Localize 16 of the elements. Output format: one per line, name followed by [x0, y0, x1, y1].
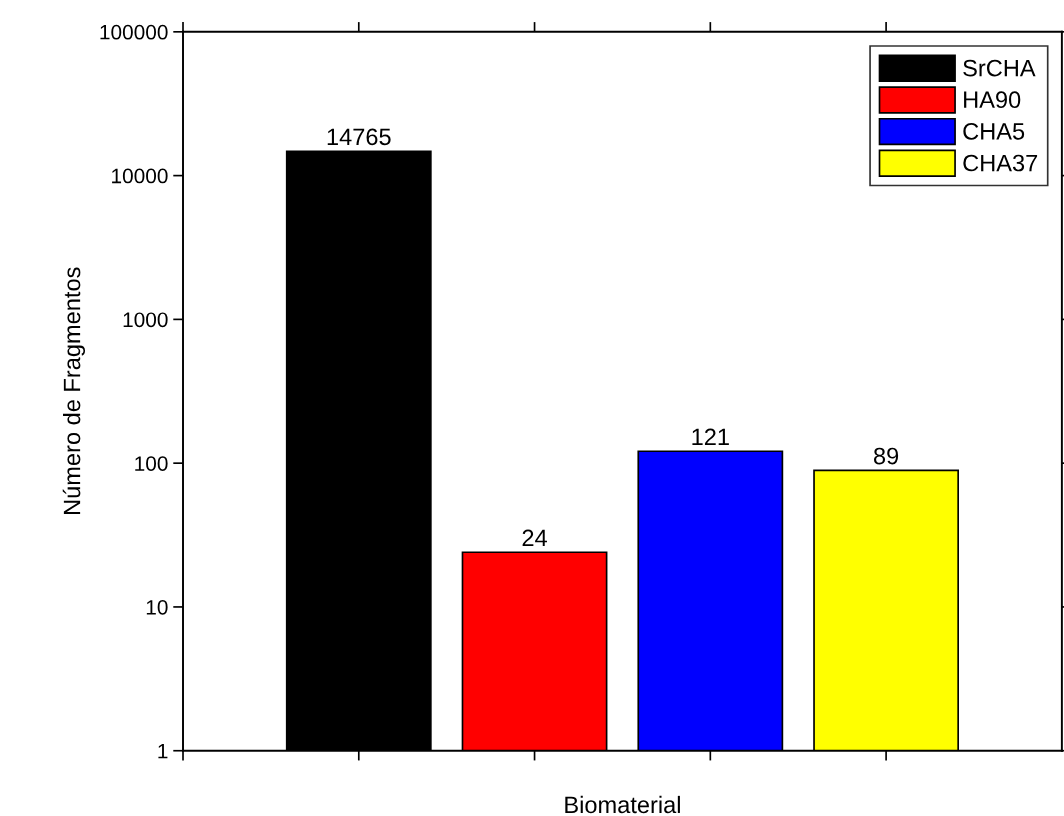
y-tick-label: 100: [135, 456, 168, 471]
legend-label: SrCHA: [963, 59, 1036, 77]
y-tick-label: 1: [158, 743, 168, 759]
data-label: 89: [873, 447, 899, 465]
y-tick-label: 1000: [123, 312, 168, 328]
legend-label: HA90: [964, 91, 1021, 109]
y-axis-title: Número de Fragmentos: [62, 267, 86, 514]
data-label: 24: [522, 529, 547, 546]
legend-label: CHA5: [963, 123, 1025, 140]
legend-label: CHA37: [963, 154, 1038, 172]
y-tick-label: 10: [146, 599, 168, 615]
x-axis-title: Biomaterial: [565, 795, 680, 814]
data-label: 14765: [327, 128, 391, 146]
y-tick-label: 10000: [112, 168, 168, 184]
data-label: 121: [692, 428, 729, 445]
y-tick-label: 100000: [100, 24, 168, 40]
